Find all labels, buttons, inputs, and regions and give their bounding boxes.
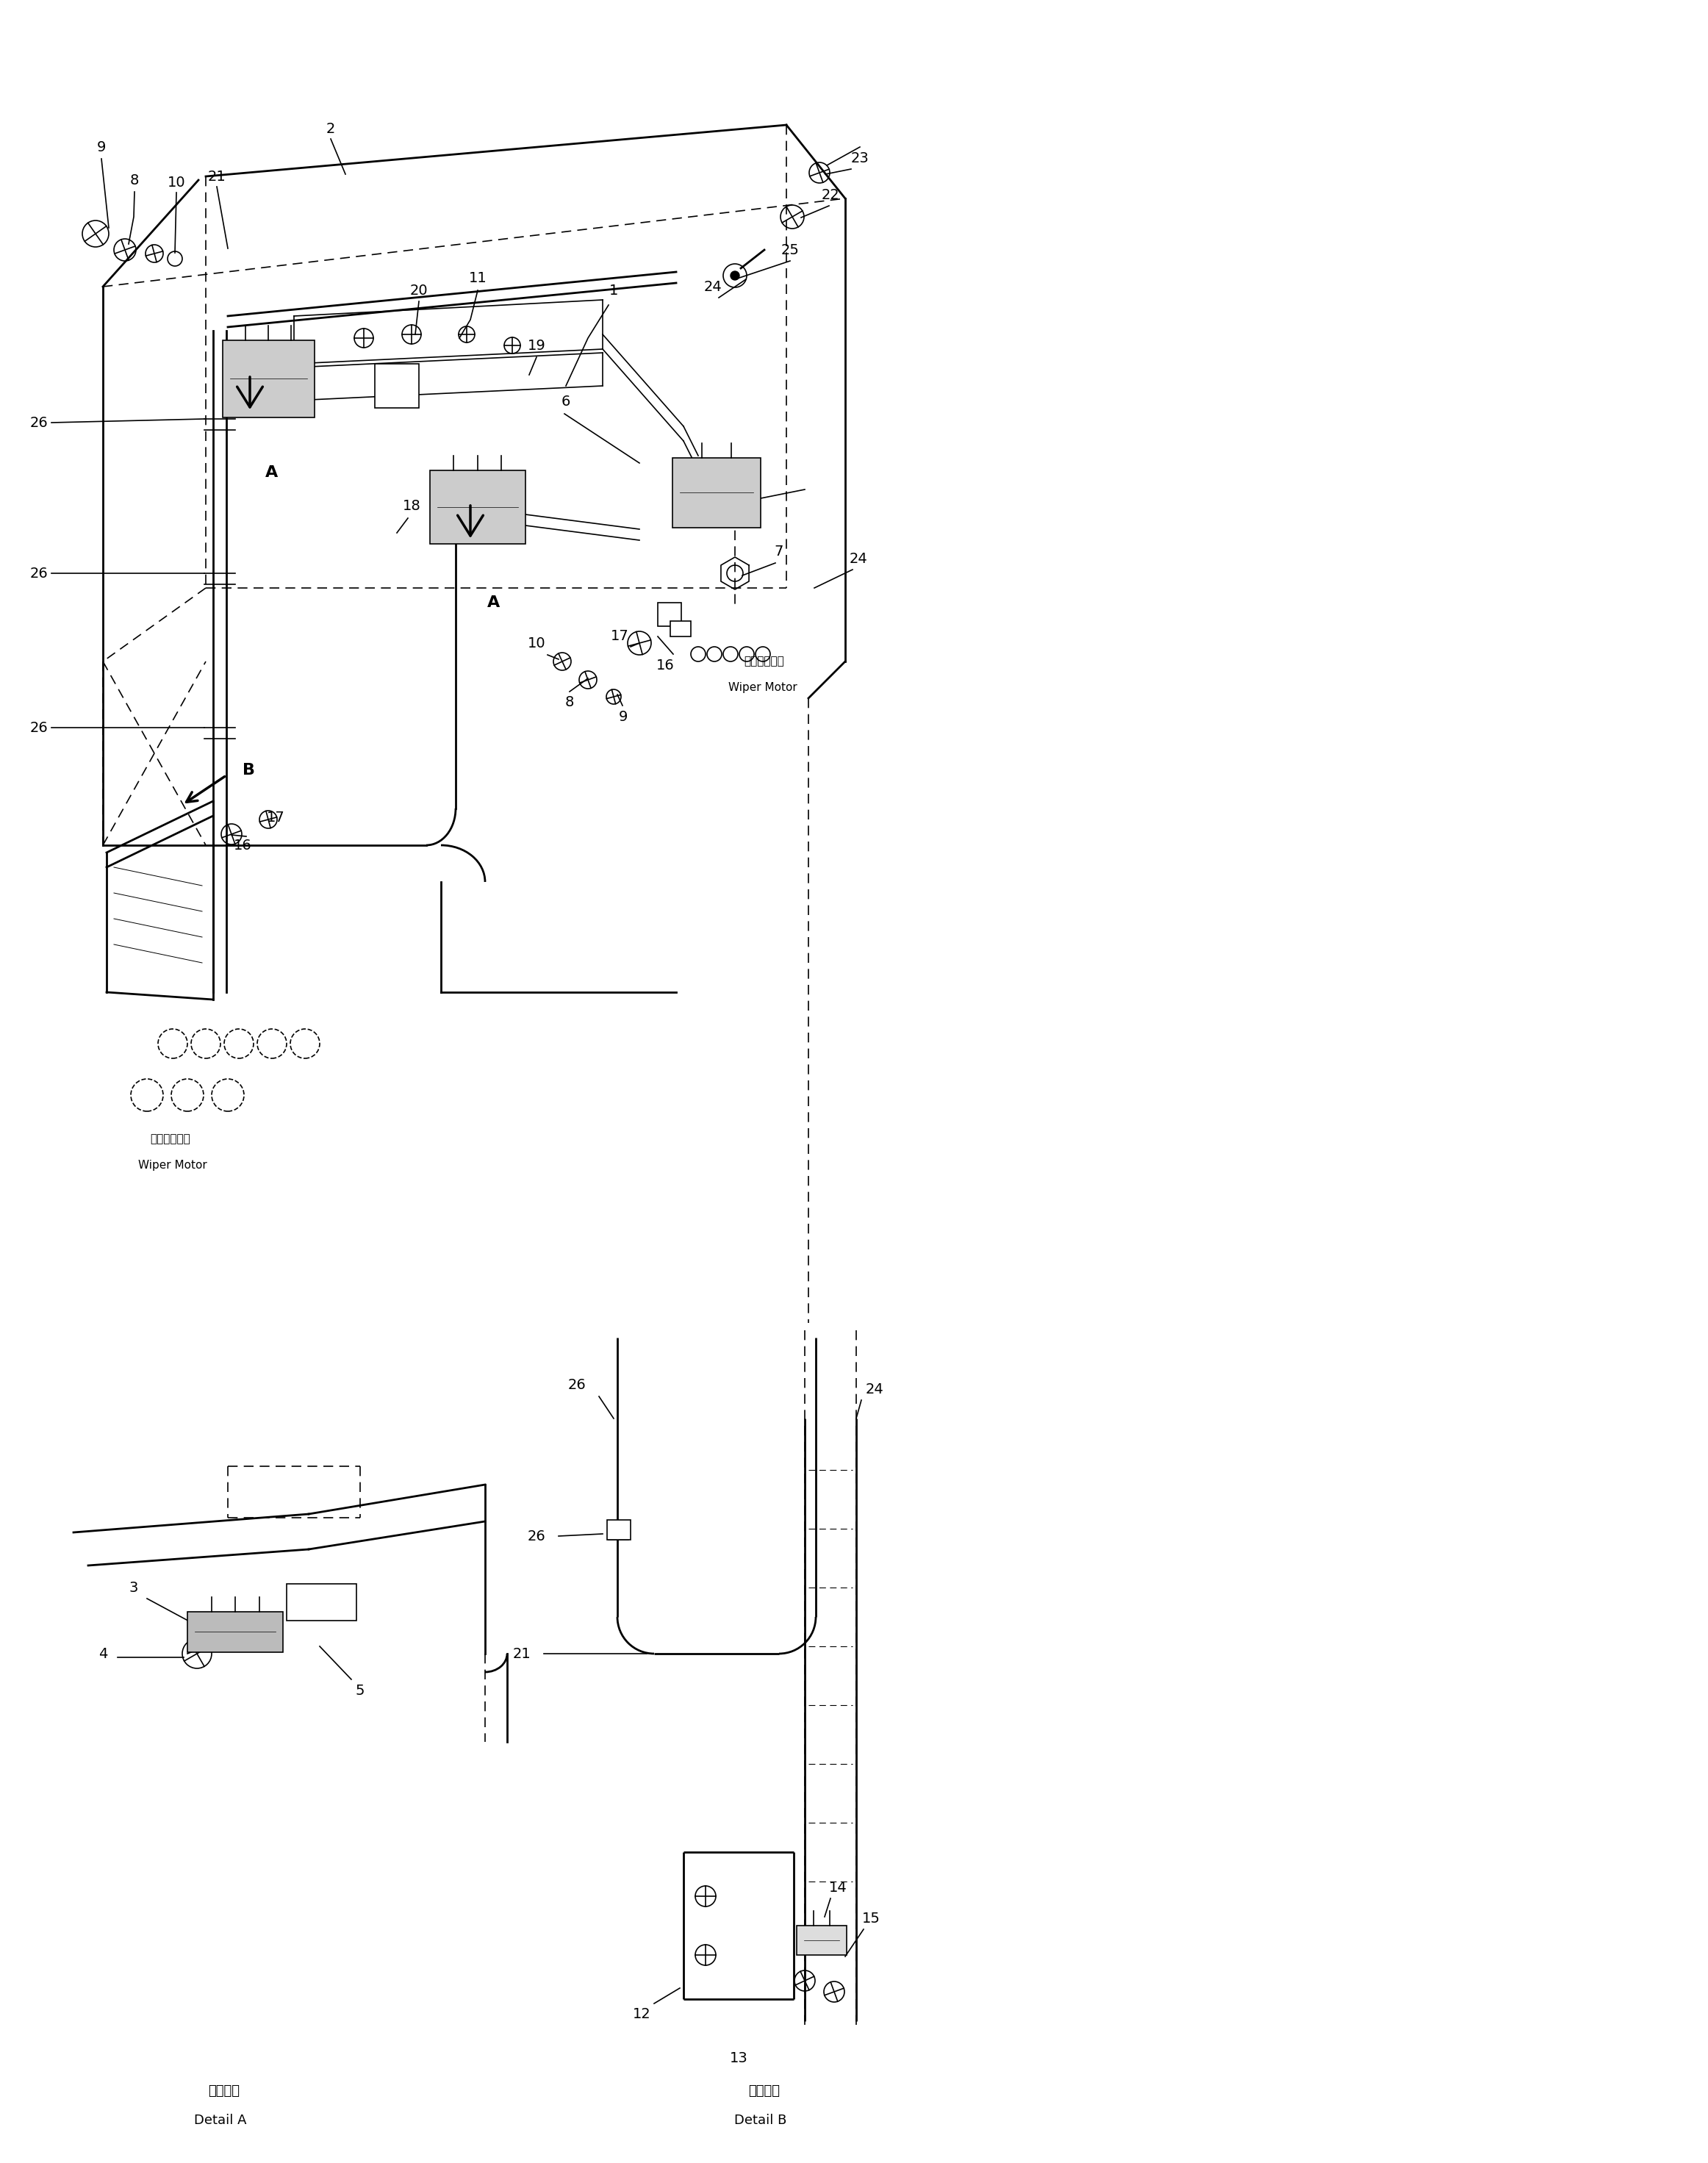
- Text: 26: 26: [528, 1529, 545, 1542]
- Text: 3: 3: [130, 1581, 138, 1594]
- Text: 9: 9: [97, 141, 106, 154]
- Text: Detail A: Detail A: [195, 2113, 246, 2126]
- Circle shape: [731, 270, 740, 279]
- Text: 25: 25: [781, 242, 799, 257]
- Text: 10: 10: [167, 175, 186, 188]
- Text: 26: 26: [567, 1378, 586, 1393]
- Text: 8: 8: [130, 173, 138, 186]
- Bar: [222, 340, 314, 417]
- Text: 15: 15: [863, 1912, 880, 1925]
- Text: A: A: [265, 465, 278, 480]
- Text: 14: 14: [828, 1880, 847, 1895]
- Text: Ｂ　詳細: Ｂ 詳細: [748, 2085, 781, 2098]
- Text: 7: 7: [774, 545, 784, 558]
- Bar: [673, 459, 760, 528]
- Text: 16: 16: [234, 839, 251, 852]
- Text: 10: 10: [528, 636, 545, 651]
- Text: 8: 8: [565, 694, 574, 709]
- Text: 2: 2: [326, 121, 335, 136]
- Text: Detail B: Detail B: [734, 2113, 787, 2126]
- Text: 1: 1: [610, 283, 618, 296]
- Text: 6: 6: [562, 396, 570, 409]
- Text: 23: 23: [851, 151, 869, 164]
- Text: 9: 9: [618, 709, 629, 725]
- Text: 24: 24: [849, 552, 868, 565]
- Text: 26: 26: [29, 720, 48, 735]
- Text: Wiper Motor: Wiper Motor: [728, 681, 798, 692]
- Text: A: A: [487, 595, 500, 610]
- Text: 5: 5: [355, 1683, 366, 1698]
- Bar: [287, 1583, 357, 1620]
- Text: 16: 16: [656, 658, 675, 673]
- Text: ワイパモータ: ワイパモータ: [745, 655, 784, 666]
- Text: 17: 17: [266, 811, 285, 824]
- Bar: [188, 1611, 284, 1653]
- Bar: [670, 621, 690, 636]
- Text: Wiper Motor: Wiper Motor: [138, 1159, 207, 1170]
- Bar: [374, 363, 418, 409]
- Text: 20: 20: [410, 283, 429, 296]
- Text: 12: 12: [632, 2007, 651, 2020]
- Bar: [658, 603, 681, 627]
- Text: 26: 26: [29, 567, 48, 580]
- Text: 24: 24: [704, 279, 722, 294]
- Text: 21: 21: [208, 169, 225, 184]
- Text: Ａ　詳細: Ａ 詳細: [208, 2085, 239, 2098]
- Text: 17: 17: [610, 629, 629, 642]
- Text: 24: 24: [866, 1382, 883, 1395]
- Text: 4: 4: [99, 1646, 108, 1661]
- Text: 26: 26: [29, 415, 48, 430]
- Text: 22: 22: [822, 188, 840, 201]
- Text: ワイパモータ: ワイパモータ: [150, 1133, 191, 1144]
- Text: 18: 18: [403, 500, 420, 513]
- Bar: [430, 469, 526, 543]
- Text: 13: 13: [729, 2051, 748, 2066]
- Text: B: B: [243, 764, 254, 777]
- Bar: [796, 1925, 847, 1955]
- Bar: [606, 1521, 630, 1540]
- Text: 19: 19: [528, 337, 545, 353]
- Text: 21: 21: [512, 1646, 531, 1661]
- Text: 11: 11: [468, 270, 487, 286]
